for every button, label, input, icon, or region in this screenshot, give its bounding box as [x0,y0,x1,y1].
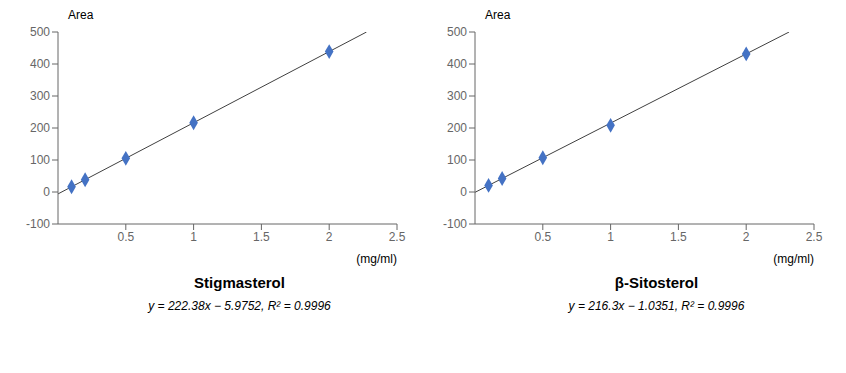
svg-text:1: 1 [190,230,197,244]
svg-text:200: 200 [447,121,467,135]
svg-text:400: 400 [447,57,467,71]
svg-text:1: 1 [607,230,614,244]
svg-text:-100: -100 [443,217,467,231]
svg-text:1.5: 1.5 [670,230,687,244]
svg-text:0: 0 [460,185,467,199]
svg-text:0.5: 0.5 [534,230,551,244]
html-text:β-Sitosterol: β-Sitosterol [614,274,699,291]
html-text:Stigmasterol: Stigmasterol [194,274,285,291]
svg-text:100: 100 [30,153,50,167]
svg-text:2: 2 [326,230,333,244]
svg-text:0: 0 [43,185,50,199]
svg-text:300: 300 [447,89,467,103]
svg-text:100: 100 [447,153,467,167]
html-text:(mg/ml): (mg/ml) [773,252,814,266]
svg-text:200: 200 [30,121,50,135]
svg-text:500: 500 [447,25,467,39]
html-text:y = 216.3x − 1.0351, R² = 0.99: y = 216.3x − 1.0351, R² = 0.9996 [568,299,745,313]
html-text:Area: Area [485,8,511,22]
html-text:(mg/ml): (mg/ml) [356,252,397,266]
svg-text:-100: -100 [26,217,50,231]
html-text:Area: Area [68,8,94,22]
svg-text:1.5: 1.5 [253,230,270,244]
svg-text:2: 2 [743,230,750,244]
svg-text:400: 400 [30,57,50,71]
svg-text:0.5: 0.5 [117,230,134,244]
html-text:y = 222.38x − 5.9752, R² = 0.9: y = 222.38x − 5.9752, R² = 0.9996 [148,299,331,313]
svg-text:300: 300 [30,89,50,103]
svg-text:2.5: 2.5 [806,230,823,244]
svg-text:2.5: 2.5 [389,230,406,244]
svg-text:500: 500 [30,25,50,39]
